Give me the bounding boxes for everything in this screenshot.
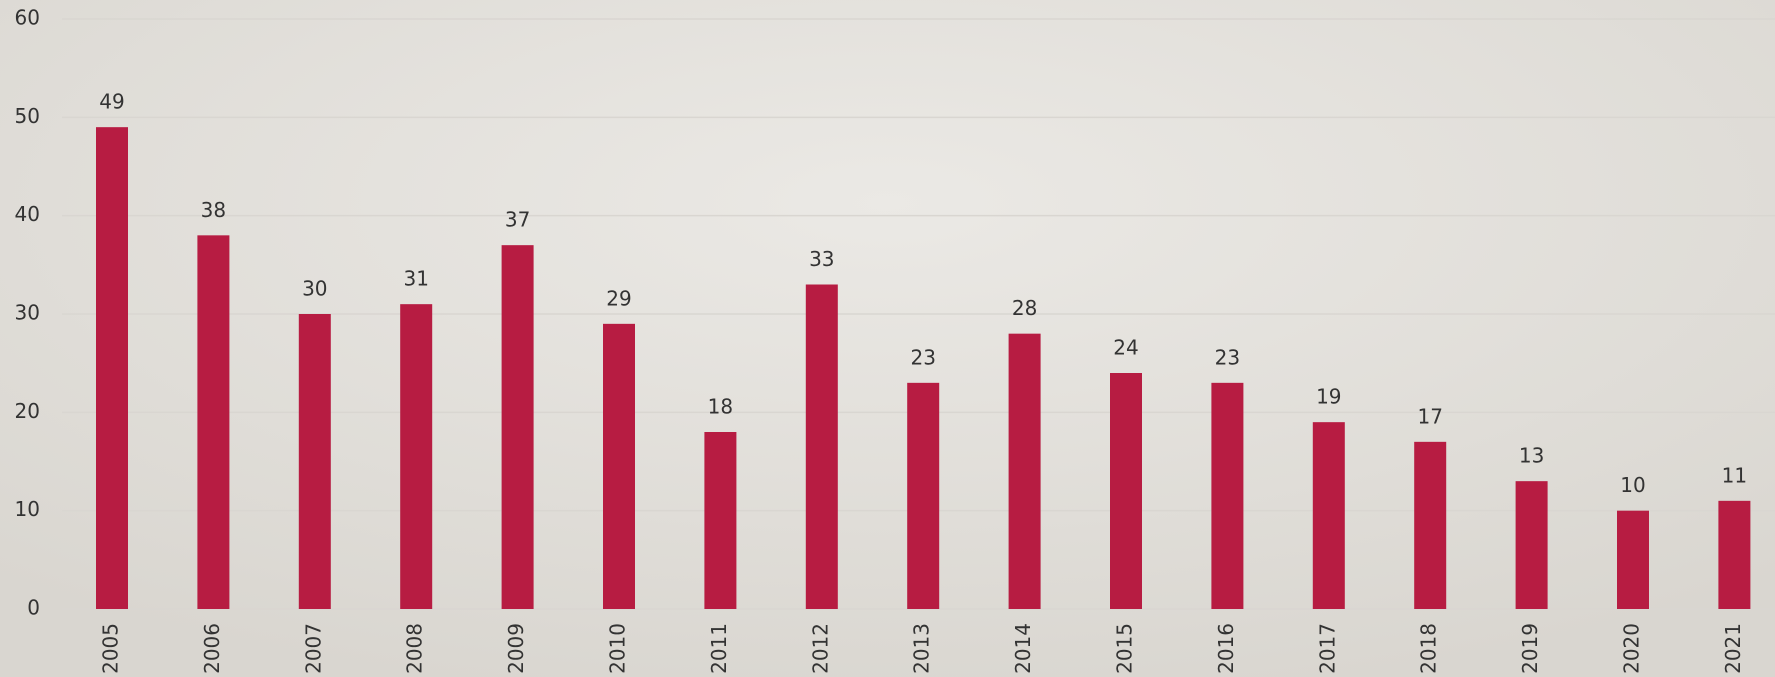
data-label: 18 [708,395,733,419]
data-label: 33 [809,247,834,271]
x-tick-label: 2007 [301,623,325,674]
data-label: 13 [1519,444,1544,468]
bar [603,323,635,609]
data-label: 31 [403,267,428,291]
bar [400,304,433,609]
x-tick-label: 2018 [1417,623,1441,674]
bar [501,245,534,609]
x-tick-label: 2020 [1620,623,1644,674]
x-tick-label: 2015 [1113,623,1137,674]
data-label: 19 [1316,385,1341,409]
bar [1515,481,1548,609]
y-tick-label: 40 [15,202,40,226]
y-tick-label: 60 [15,6,40,30]
x-tick-label: 2006 [200,623,224,674]
x-tick-label: 2014 [1011,623,1035,674]
data-label: 11 [1722,463,1747,487]
y-tick-label: 50 [15,104,40,128]
data-label: 37 [505,208,530,232]
x-tick-label: 2013 [910,623,934,674]
bar [704,432,737,609]
y-tick-label: 20 [15,399,40,423]
x-tick-label: 2016 [1214,623,1238,674]
bar [298,314,331,609]
bar [1211,382,1244,609]
x-tick-label: 2021 [1721,623,1745,674]
bar [96,127,128,610]
x-tick-label: 2010 [606,623,630,674]
bar [1617,510,1649,609]
data-label: 38 [201,198,226,222]
data-label: 23 [910,345,935,369]
x-tick-label: 2009 [504,623,528,674]
data-label: 29 [606,286,631,310]
bar [1718,500,1751,609]
data-label: 17 [1417,404,1442,428]
bar [1110,373,1142,609]
x-tick-label: 2012 [808,623,832,674]
x-tick-label: 2019 [1518,623,1542,674]
bar [907,382,940,609]
bar [805,284,838,609]
data-label: 30 [302,277,327,301]
bar [197,235,230,610]
y-tick-label: 0 [27,596,40,620]
data-label: 49 [99,90,124,114]
bar [1008,333,1041,609]
x-tick-label: 2005 [99,623,123,674]
data-label: 24 [1113,336,1138,360]
data-label: 10 [1620,473,1645,497]
x-tick-label: 2011 [707,623,731,674]
x-tick-label: 2017 [1315,623,1339,674]
data-label: 28 [1012,296,1037,320]
x-tick-label: 2008 [403,623,427,674]
y-tick-label: 10 [15,497,40,521]
bar [1414,441,1447,609]
bar [1312,422,1345,609]
y-tick-label: 30 [15,301,40,325]
data-label: 23 [1215,345,1240,369]
